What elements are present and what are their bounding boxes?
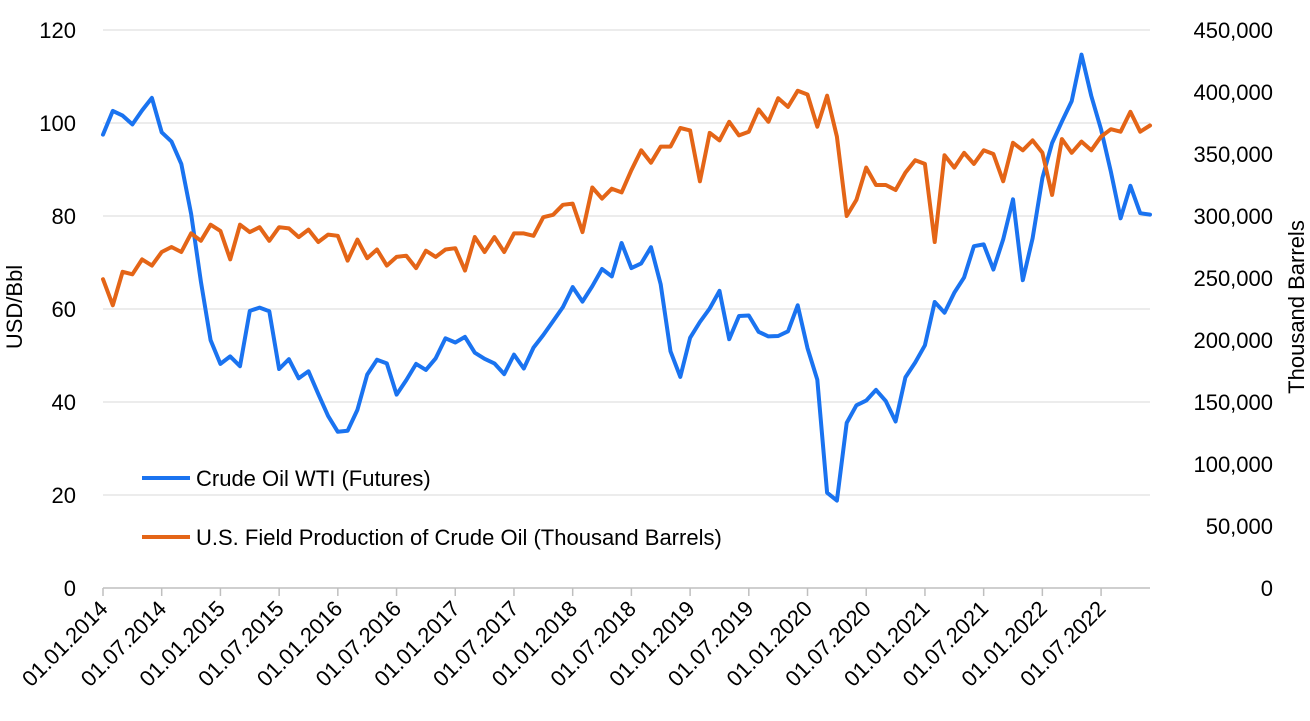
right-tick-label: 200,000 — [1193, 328, 1273, 353]
left-axis-ticks: 0 20 40 60 80 100 120 — [39, 18, 76, 601]
legend: Crude Oil WTI (Futures) U.S. Field Produ… — [142, 466, 722, 550]
right-tick-label: 400,000 — [1193, 80, 1273, 105]
left-tick-label: 120 — [39, 18, 76, 43]
legend-label-wti: Crude Oil WTI (Futures) — [196, 466, 431, 491]
left-tick-label: 60 — [52, 297, 76, 322]
right-axis-ticks: 0 50,000 100,000 150,000 200,000 250,000 300,0… — [1193, 18, 1273, 601]
series-line-production — [101, 88, 1152, 308]
right-axis-title: Thousand Barrels — [1284, 220, 1309, 394]
left-axis-title: USD/Bbl — [2, 265, 27, 349]
gridlines — [103, 29, 1150, 496]
left-tick-label: 20 — [52, 483, 76, 508]
legend-label-production: U.S. Field Production of Crude Oil (Thou… — [196, 525, 722, 550]
left-tick-label: 0 — [64, 576, 76, 601]
right-tick-label: 0 — [1261, 576, 1273, 601]
right-tick-label: 150,000 — [1193, 390, 1273, 415]
left-tick-label: 80 — [52, 204, 76, 229]
right-tick-label: 450,000 — [1193, 18, 1273, 43]
right-tick-label: 100,000 — [1193, 452, 1273, 477]
right-tick-label: 250,000 — [1193, 266, 1273, 291]
series-line-wti — [101, 52, 1152, 503]
left-tick-label: 100 — [39, 111, 76, 136]
series-lines — [101, 52, 1152, 503]
right-tick-label: 300,000 — [1193, 204, 1273, 229]
right-tick-label: 50,000 — [1206, 514, 1273, 539]
right-tick-label: 350,000 — [1193, 142, 1273, 167]
x-axis-ticks: 01.01.201401.07.201401.01.201501.07.2015… — [17, 588, 1111, 691]
left-tick-label: 40 — [52, 390, 76, 415]
